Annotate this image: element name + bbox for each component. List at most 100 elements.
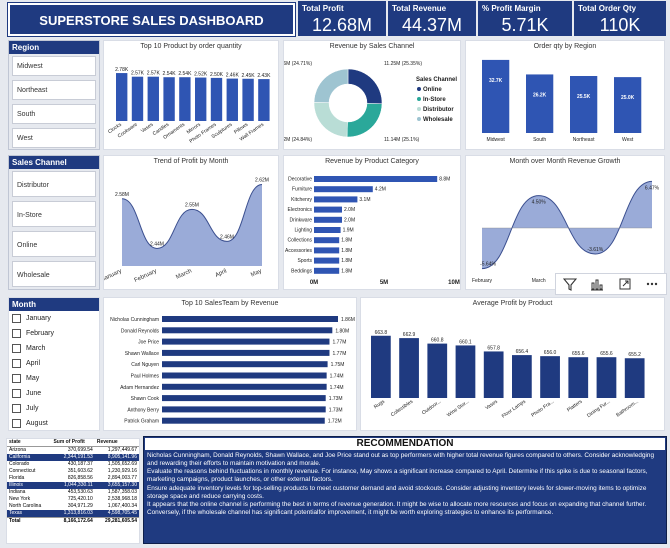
month-option-april[interactable]: April xyxy=(12,359,40,368)
table-row[interactable]: Illinois 1,044,330.11 3,655,157.30 xyxy=(7,482,139,489)
mom-growth-svg: -5.64%February4.50%March-3.61%April6.47%… xyxy=(472,180,660,284)
bar-value-label: 662.9 xyxy=(403,332,416,338)
y-tick-label: Electronics xyxy=(288,207,313,213)
table-row[interactable]: Texas 1,313,816.03 4,598,705.45 xyxy=(7,510,139,518)
y-tick-label: Sports xyxy=(298,258,313,264)
bar-value-label: 2.54K xyxy=(163,71,177,77)
y-tick-label: Decorative xyxy=(288,177,312,183)
checkbox[interactable] xyxy=(12,419,21,428)
region-slicer: Region Midwest Northeast South West xyxy=(8,40,100,150)
month-option-may[interactable]: May xyxy=(12,374,39,383)
table-row[interactable]: Arizona 370,699.54 1,297,449.67 xyxy=(7,447,139,455)
category-bar xyxy=(314,227,341,233)
growth-line xyxy=(481,180,653,270)
category-bar xyxy=(314,247,340,254)
column-header[interactable]: Sum of Profit xyxy=(51,439,95,447)
table-cell: 453,530.63 xyxy=(67,489,93,495)
table-row[interactable]: Florida 826,858.56 2,894,003.77 xyxy=(7,475,139,482)
month-option-march[interactable]: March xyxy=(12,344,45,353)
table-cell: Florida xyxy=(9,475,25,481)
checkbox[interactable] xyxy=(12,329,21,338)
x-tick-label: Floor Lamps xyxy=(501,398,528,419)
region-bar xyxy=(482,59,510,133)
checkbox[interactable] xyxy=(12,389,21,398)
checkbox[interactable] xyxy=(12,404,21,413)
month-option-february[interactable]: February xyxy=(12,329,54,338)
product-bar xyxy=(210,77,223,121)
more-options-icon[interactable] xyxy=(645,277,659,291)
checkbox[interactable] xyxy=(12,314,21,323)
bar-value-label: 1.80M xyxy=(335,328,349,334)
profit-trend-svg: 2.58M January 2.44M February 2.55M March 2.46M… xyxy=(104,178,269,284)
bar-value-label: 2.0M xyxy=(344,217,355,223)
state-table-grid: state Sum of Profit Revenue Arizona 370,699… xyxy=(7,439,139,525)
y-tick-label: Donald Reynolds xyxy=(121,328,160,334)
bar-value-label: 1.74M xyxy=(330,374,344,380)
region-option-west[interactable]: West xyxy=(12,128,96,148)
table-row[interactable]: California 2,344,191.53 8,905,141.96 xyxy=(7,454,139,461)
bar-value-label: 663.8 xyxy=(375,330,388,336)
expand-icon[interactable] xyxy=(618,277,632,291)
kpi-total-revenue: Total Revenue 44.37M xyxy=(388,1,476,36)
table-cell: 1,505,652.69 xyxy=(107,461,137,467)
top10-sales-team-svg: Nicholas Cunningham 1.86M Donald Reynolds 1… xyxy=(110,316,355,425)
table-row[interactable]: New York 725,420.10 2,538,968.18 xyxy=(7,496,139,503)
month-option-january[interactable]: January xyxy=(12,314,51,323)
avg-profit-bar xyxy=(624,358,645,398)
bar-value-label: 2.78K xyxy=(115,67,129,73)
table-row[interactable]: Connecticut 351,603.62 1,230,929.16 xyxy=(7,468,139,475)
y-tick-label: Kitchenry xyxy=(291,197,312,203)
table-row[interactable]: North Carolina 304,971.29 1,067,400.34 xyxy=(7,503,139,510)
column-header[interactable]: state xyxy=(7,439,52,447)
x-tick-label: Bathroom... xyxy=(615,399,640,419)
bar-value-label: 656.4 xyxy=(516,349,529,355)
table-cell: Illinois xyxy=(7,482,52,489)
slice-label: 11.25M (25.35%) xyxy=(384,61,422,67)
checkbox[interactable] xyxy=(12,374,21,383)
y-tick-label: Lighting xyxy=(294,228,312,234)
table-cell: 4,598,705.45 xyxy=(94,510,139,518)
legend-marker xyxy=(417,107,421,111)
y-tick-label: Shawn Wallace xyxy=(125,351,159,357)
table-row[interactable]: Colorado 430,187.37 1,505,652.69 xyxy=(7,461,139,468)
avg-profit-bar xyxy=(399,338,419,398)
avg-profit-product-svg: 663.8 Rugs 662.9 Collectibles 660.8 Outdoor..… xyxy=(371,330,645,420)
checkbox[interactable] xyxy=(12,344,21,353)
bar-value-label: 2.45K xyxy=(242,73,256,79)
region-option-northeast[interactable]: Northeast xyxy=(12,80,96,100)
month-label: January xyxy=(26,315,51,322)
kpi-value: 44.37M xyxy=(401,15,463,35)
avg-profit-bar xyxy=(596,357,617,398)
channel-option-distributor[interactable]: Distributor xyxy=(12,171,96,197)
month-slicer: Month January February March April May J… xyxy=(8,297,100,431)
recommendation-body: Nicholas Cunningham, Donald Reynolds, Sh… xyxy=(144,451,666,519)
region-option-midwest[interactable]: Midwest xyxy=(12,56,96,76)
focus-mode-icon[interactable] xyxy=(590,277,604,291)
month-option-august[interactable]: August xyxy=(12,419,48,428)
y-tick-label: Furniture xyxy=(292,187,312,193)
filter-icon[interactable] xyxy=(562,277,577,291)
sales-team-bar xyxy=(162,417,325,424)
profit-area xyxy=(122,184,262,266)
bar-value-label: 25.0K xyxy=(621,95,635,101)
sales-team-bar xyxy=(162,361,328,368)
column-header[interactable]: Revenue xyxy=(94,439,139,447)
chart-title: Order qty by Region xyxy=(533,43,597,50)
region-option-south[interactable]: South xyxy=(12,104,96,124)
month-option-june[interactable]: June xyxy=(12,389,41,398)
table-cell: 2,344,191.53 xyxy=(51,454,95,461)
checkbox[interactable] xyxy=(12,359,21,368)
legend-marker xyxy=(417,97,421,101)
channel-option-online[interactable]: Online xyxy=(12,231,96,257)
month-option-july[interactable]: July xyxy=(12,404,38,413)
channel-option-wholesale[interactable]: Wholesale xyxy=(12,261,96,287)
channel-option-in-store[interactable]: In-Store xyxy=(12,201,96,227)
y-tick-label: Patrick Graham xyxy=(124,419,159,425)
table-cell: California xyxy=(7,454,52,461)
donut-slice xyxy=(347,68,383,105)
bar-value-label: 2.0M xyxy=(344,207,355,213)
chart-title: Top 10 Product by order quantity xyxy=(140,43,242,50)
table-row[interactable]: Indiana 453,530.63 1,587,358.03 xyxy=(7,489,139,496)
legend-item: Distributor xyxy=(423,107,454,113)
bar-value-label: 2.57K xyxy=(147,71,161,77)
